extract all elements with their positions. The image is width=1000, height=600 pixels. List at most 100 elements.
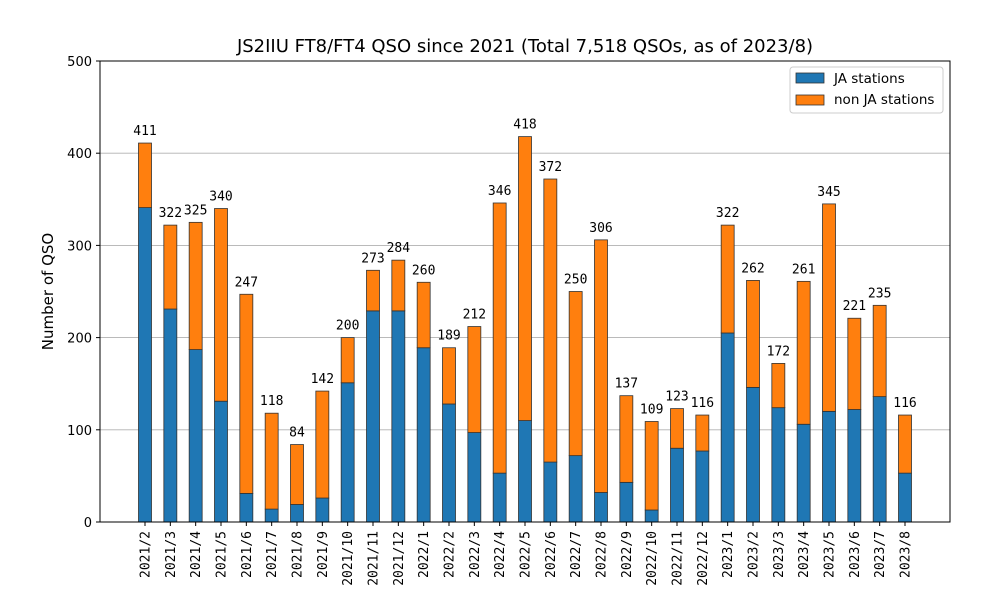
x-tick-label: 2022/4 (493, 531, 508, 578)
y-tick-label: 500 (67, 55, 92, 70)
x-tick-label: 2022/5 (519, 531, 534, 578)
bar-non-ja (822, 203, 836, 412)
chart-title: JS2IIU FT8/FT4 QSO since 2021 (Total 7,5… (236, 36, 813, 57)
bar-non-ja (366, 269, 380, 312)
bar-ja (138, 207, 152, 523)
bar-non-ja (872, 304, 887, 398)
bar-non-ja (188, 221, 203, 350)
legend-box (789, 66, 944, 114)
bar-ja (188, 349, 203, 523)
bar-ja (720, 332, 735, 523)
legend: JA stations non JA stations (789, 66, 944, 114)
x-tick-label: 2021/6 (240, 531, 255, 578)
x-tick-label: 2021/2 (139, 531, 154, 578)
bar-ja (518, 420, 532, 523)
bar-ja (315, 497, 330, 523)
bar-non-ja (163, 224, 178, 310)
data-label-total: 116 (893, 396, 916, 411)
y-tick-label: 400 (67, 147, 92, 162)
x-axis: 2021/2 2021/3 2021/4 2021/5 2021/6 2021/7 2021… (139, 522, 914, 586)
x-tick-label: 2023/3 (772, 531, 787, 578)
bar-ja (695, 450, 710, 523)
x-tick-label: 2022/3 (468, 531, 483, 578)
data-label-total: 250 (564, 273, 587, 288)
x-tick-label: 2021/9 (316, 531, 331, 578)
legend-label-ja: JA stations (833, 71, 905, 87)
data-label-total: 260 (412, 263, 435, 278)
data-label-total: 221 (843, 299, 866, 314)
bar-non-ja (239, 293, 254, 494)
bar-ja (670, 447, 684, 523)
bar-non-ja (315, 390, 330, 499)
bar-ja (264, 508, 279, 523)
x-tick-label: 2023/6 (848, 531, 863, 578)
bar-ja (467, 432, 482, 523)
bar-non-ja (796, 280, 811, 425)
data-label-total: 372 (539, 160, 562, 175)
y-axis-label: Number of QSO (39, 233, 57, 350)
bar-non-ja (695, 414, 710, 452)
x-tick-label: 2022/7 (569, 531, 584, 578)
bar-non-ja (543, 178, 558, 463)
x-tick-label: 2022/9 (620, 531, 635, 578)
data-label-total: 116 (691, 396, 714, 411)
bar-non-ja (746, 280, 760, 388)
y-tick-label: 300 (67, 239, 92, 254)
legend-swatch-non-ja (795, 94, 825, 106)
bar-non-ja (720, 224, 735, 334)
bar-ja (340, 382, 355, 523)
data-label-total: 346 (488, 184, 511, 199)
x-tick-label: 2022/12 (696, 531, 711, 586)
x-tick-label: 2022/8 (595, 531, 610, 578)
legend-swatch-ja (795, 72, 825, 84)
bar-ja (619, 481, 634, 523)
bar-ja (163, 308, 178, 523)
x-tick-label: 2023/2 (747, 531, 762, 578)
bar-non-ja (898, 414, 912, 474)
x-tick-label: 2023/1 (721, 531, 736, 578)
x-tick-label: 2022/1 (417, 531, 432, 578)
x-tick-label: 2023/8 (899, 531, 914, 578)
bar-ja (391, 310, 406, 523)
bar-non-ja (771, 363, 786, 409)
data-label-total: 306 (589, 221, 612, 236)
bar-ja (239, 493, 254, 523)
y-tick-label: 0 (84, 516, 92, 531)
bar-non-ja (492, 202, 507, 474)
data-label-total: 109 (640, 403, 663, 418)
bar-non-ja (568, 291, 583, 457)
bar-non-ja (442, 347, 456, 405)
bar-non-ja (518, 136, 532, 421)
y-tick-label: 100 (67, 424, 92, 439)
data-label-total: 200 (336, 319, 359, 334)
y-axis: 0 100 200 300 400 500 (67, 55, 100, 531)
bar-ja (594, 492, 608, 523)
x-tick-label: 2021/10 (341, 531, 356, 586)
bar-non-ja (847, 317, 862, 410)
data-label-total: 235 (868, 286, 891, 301)
data-label-total: 212 (463, 308, 486, 323)
data-label-total: 189 (437, 329, 460, 344)
x-tick-label: 2021/12 (392, 531, 407, 586)
data-label-total: 322 (716, 206, 739, 221)
x-tick-label: 2021/11 (367, 531, 382, 586)
data-label-total: 284 (387, 241, 411, 256)
bar-ja (898, 472, 912, 523)
bar-non-ja (594, 239, 608, 493)
x-tick-label: 2022/2 (443, 531, 458, 578)
bar-ja (847, 409, 862, 523)
x-tick-label: 2021/4 (189, 531, 204, 578)
x-tick-label: 2021/8 (291, 531, 306, 578)
bar-ja (568, 455, 583, 523)
bar-non-ja (670, 408, 684, 449)
bar-non-ja (619, 395, 634, 483)
data-label-total: 118 (260, 394, 283, 409)
data-label-total: 262 (741, 261, 764, 276)
bar-ja (771, 407, 786, 523)
bar-non-ja (644, 421, 659, 511)
bar-non-ja (264, 412, 279, 510)
x-tick-label: 2021/3 (164, 531, 179, 578)
x-tick-label: 2023/4 (797, 531, 812, 578)
